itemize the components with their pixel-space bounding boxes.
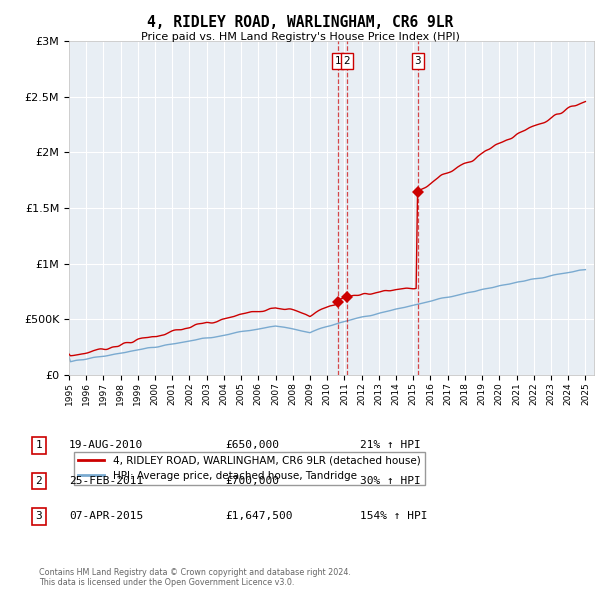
Text: 3: 3 — [35, 512, 43, 521]
Text: £650,000: £650,000 — [225, 441, 279, 450]
Text: 19-AUG-2010: 19-AUG-2010 — [69, 441, 143, 450]
Text: £1,647,500: £1,647,500 — [225, 512, 293, 521]
Text: £700,000: £700,000 — [225, 476, 279, 486]
Legend: 4, RIDLEY ROAD, WARLINGHAM, CR6 9LR (detached house), HPI: Average price, detach: 4, RIDLEY ROAD, WARLINGHAM, CR6 9LR (det… — [74, 451, 425, 485]
Text: 154% ↑ HPI: 154% ↑ HPI — [360, 512, 427, 521]
Text: 25-FEB-2011: 25-FEB-2011 — [69, 476, 143, 486]
Text: 30% ↑ HPI: 30% ↑ HPI — [360, 476, 421, 486]
Text: 1: 1 — [335, 56, 341, 66]
Text: 2: 2 — [344, 56, 350, 66]
Text: 4, RIDLEY ROAD, WARLINGHAM, CR6 9LR: 4, RIDLEY ROAD, WARLINGHAM, CR6 9LR — [147, 15, 453, 30]
Text: Contains HM Land Registry data © Crown copyright and database right 2024.
This d: Contains HM Land Registry data © Crown c… — [39, 568, 351, 587]
Text: 21% ↑ HPI: 21% ↑ HPI — [360, 441, 421, 450]
Text: 3: 3 — [415, 56, 421, 66]
Text: Price paid vs. HM Land Registry's House Price Index (HPI): Price paid vs. HM Land Registry's House … — [140, 32, 460, 42]
Text: 2: 2 — [35, 476, 43, 486]
Text: 07-APR-2015: 07-APR-2015 — [69, 512, 143, 521]
Text: 1: 1 — [35, 441, 43, 450]
